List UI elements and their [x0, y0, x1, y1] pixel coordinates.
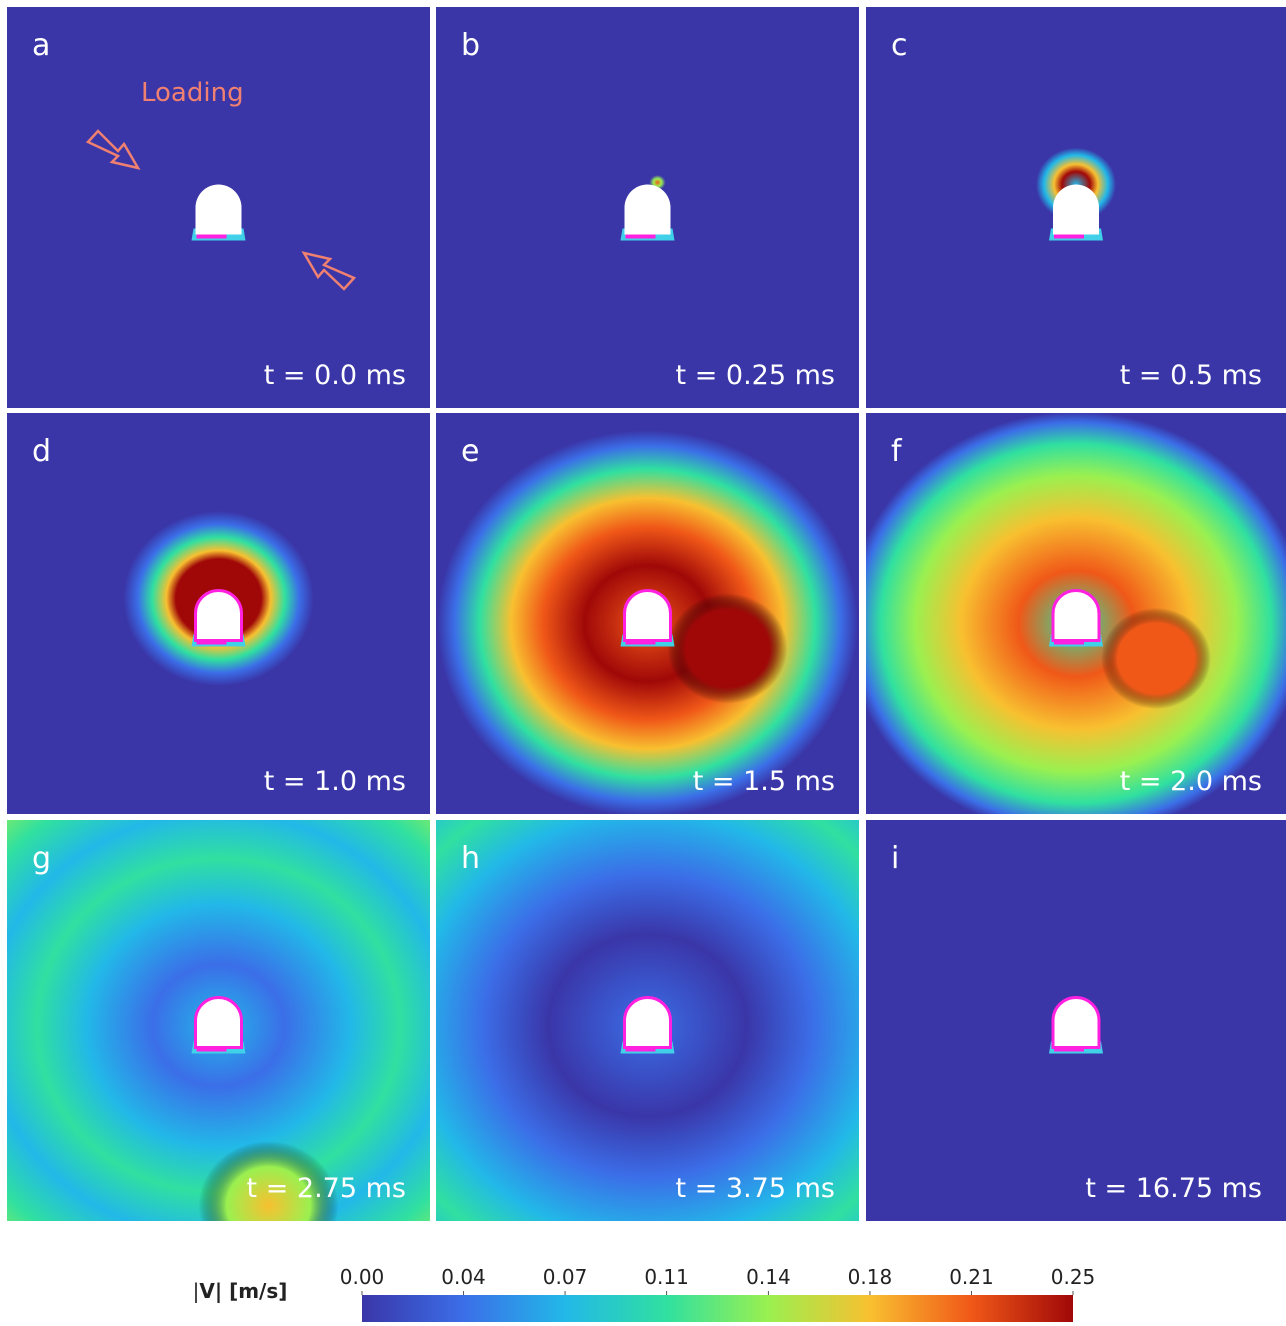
tick-label: 0.25	[1051, 1265, 1096, 1289]
tick-label: 0.04	[441, 1265, 486, 1289]
panel-label: i	[891, 841, 899, 876]
panel-label: b	[461, 28, 480, 63]
tick-label: 0.11	[644, 1265, 689, 1289]
tunnel	[196, 591, 242, 641]
panel: b t = 0.25 ms	[436, 7, 859, 408]
figure: a t = 0.0 ms b t = 0.25 ms c t = 0.5 ms d t = 1…	[0, 0, 1286, 1322]
panel: d t = 1.0 ms	[7, 413, 430, 814]
velocity-field	[668, 593, 788, 703]
panel-label: d	[32, 434, 51, 469]
time-label: t = 0.5 ms	[1120, 360, 1262, 391]
panel: c t = 0.5 ms	[866, 7, 1286, 408]
panel-label: f	[891, 434, 903, 469]
panel: e t = 1.5 ms	[436, 413, 859, 817]
panel: i t = 16.75 ms	[866, 820, 1286, 1221]
tunnel	[625, 998, 671, 1048]
tick-label: 0.07	[543, 1265, 588, 1289]
colorbar-label: |V| [m/s]	[193, 1279, 288, 1303]
panel-label: c	[891, 28, 908, 63]
time-label: t = 1.0 ms	[264, 766, 406, 797]
tunnel	[1053, 185, 1099, 235]
tunnel	[625, 591, 671, 641]
tunnel	[1053, 998, 1099, 1048]
panel-label: a	[32, 28, 50, 63]
label-part: |	[193, 1279, 200, 1303]
tunnel	[625, 185, 671, 235]
loading-annotation: Loading	[141, 78, 244, 108]
velocity-field	[1101, 608, 1211, 709]
panel-label: e	[461, 434, 479, 469]
tunnel	[196, 185, 242, 235]
tunnel	[1053, 591, 1099, 641]
tick-label: 0.18	[848, 1265, 893, 1289]
panel: a t = 0.0 ms	[7, 7, 430, 408]
time-label: t = 1.5 ms	[693, 766, 835, 797]
time-label: t = 2.75 ms	[247, 1173, 406, 1204]
time-label: t = 3.75 ms	[676, 1173, 835, 1204]
tick-label: 0.14	[746, 1265, 791, 1289]
panel: f t = 2.0 ms	[846, 412, 1286, 835]
time-label: t = 16.75 ms	[1085, 1173, 1262, 1204]
tunnel	[196, 998, 242, 1048]
colorbar	[362, 1295, 1073, 1322]
label-part: V	[199, 1279, 215, 1303]
tick-label: 0.00	[340, 1265, 385, 1289]
velocity-field	[199, 1141, 339, 1270]
panel-label: g	[32, 841, 51, 876]
time-label: t = 2.0 ms	[1120, 766, 1262, 797]
tick-label: 0.21	[949, 1265, 994, 1289]
label-part: | [m/s]	[215, 1279, 288, 1303]
time-label: t = 0.25 ms	[676, 360, 835, 391]
panel-label: h	[461, 841, 480, 876]
time-label: t = 0.0 ms	[264, 360, 406, 391]
